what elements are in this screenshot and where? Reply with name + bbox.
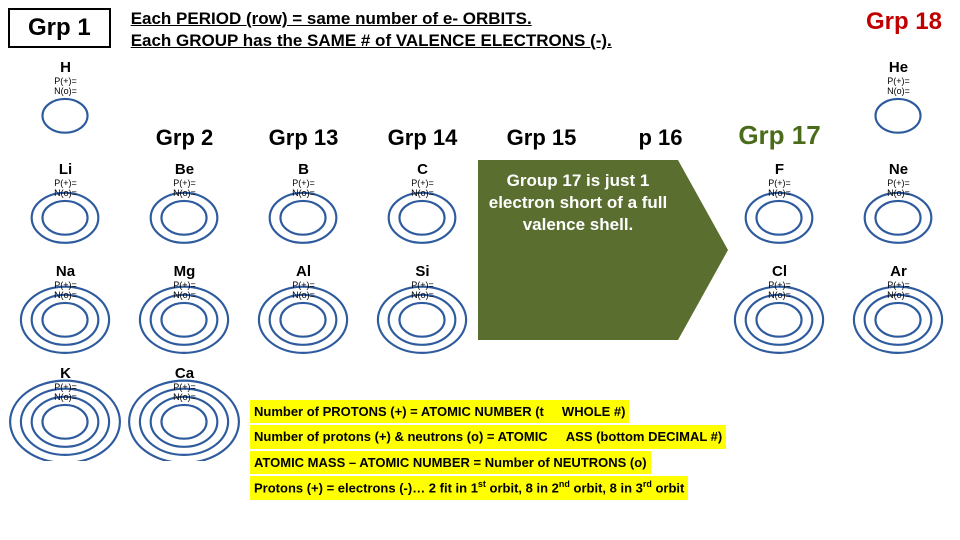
element-pn: P(+)=N(o)=	[411, 281, 434, 301]
element-symbol: Li	[59, 161, 72, 178]
grid-cell: Grp 13	[246, 56, 361, 156]
element-pn: P(+)=N(o)=	[173, 383, 196, 403]
grid-cell: ArP(+)=N(o)=	[841, 260, 956, 360]
header-line2: Each GROUP has the SAME # of VALENCE ELE…	[131, 31, 612, 50]
group-label: Grp 15	[507, 125, 577, 151]
callout-arrow	[678, 160, 728, 340]
element-symbol: Cl	[772, 263, 787, 280]
element-symbol: H	[60, 59, 71, 76]
element-symbol: Si	[415, 263, 429, 280]
element-pn: P(+)=N(o)=	[768, 281, 791, 301]
header-text: Each PERIOD (row) = same number of e- OR…	[131, 8, 846, 52]
element-pn: P(+)=N(o)=	[173, 179, 196, 199]
element-symbol: He	[889, 59, 908, 76]
grid-cell: HP(+)=N(o)=	[8, 56, 123, 156]
element-symbol: Be	[175, 161, 194, 178]
element-pn: P(+)=N(o)=	[411, 179, 434, 199]
grid-cell: BeP(+)=N(o)=	[127, 158, 242, 258]
grp1-label: Grp 1	[8, 8, 111, 48]
element-pn: P(+)=N(o)=	[54, 179, 77, 199]
element-symbol: Al	[296, 263, 311, 280]
header-row: Grp 1 Each PERIOD (row) = same number of…	[8, 8, 952, 52]
element-symbol: Ar	[890, 263, 907, 280]
grid-cell: Grp 14	[365, 56, 480, 156]
grid-cell: ClP(+)=N(o)=	[722, 260, 837, 360]
element-symbol: Ca	[175, 365, 194, 382]
element-symbol: B	[298, 161, 309, 178]
grid-cell: LiP(+)=N(o)=	[8, 158, 123, 258]
element-pn: P(+)=N(o)=	[292, 179, 315, 199]
header-line1: Each PERIOD (row) = same number of e- OR…	[131, 9, 532, 28]
grid-cell: p 16	[603, 56, 718, 156]
grid-cell: NaP(+)=N(o)=	[8, 260, 123, 360]
element-pn: P(+)=N(o)=	[887, 77, 910, 97]
group-label: p 16	[638, 125, 682, 151]
grp18-label: Grp 18	[866, 8, 942, 36]
element-pn: P(+)=N(o)=	[768, 179, 791, 199]
grid-cell: CP(+)=N(o)=	[365, 158, 480, 258]
grid-cell: FP(+)=N(o)=	[722, 158, 837, 258]
grid-cell: CaP(+)=N(o)=	[127, 362, 242, 462]
bottom-notes: Number of PROTONS (+) = ATOMIC NUMBER (t…	[250, 400, 950, 502]
grid-cell: Grp 15	[484, 56, 599, 156]
element-symbol: F	[775, 161, 784, 178]
element-pn: P(+)=N(o)=	[173, 281, 196, 301]
callout-box: Group 17 is just 1 electron short of a f…	[478, 160, 678, 340]
note-3: ATOMIC MASS – ATOMIC NUMBER = Number of …	[250, 451, 651, 474]
grid-cell: AlP(+)=N(o)=	[246, 260, 361, 360]
element-pn: P(+)=N(o)=	[54, 77, 77, 97]
note-4: Protons (+) = electrons (-)… 2 fit in 1s…	[250, 476, 688, 500]
grid-cell: NeP(+)=N(o)=	[841, 158, 956, 258]
element-symbol: Mg	[174, 263, 196, 280]
element-pn: P(+)=N(o)=	[54, 281, 77, 301]
note-2: Number of protons (+) & neutrons (o) = A…	[250, 425, 726, 448]
element-pn: P(+)=N(o)=	[887, 281, 910, 301]
group-label: Grp 14	[388, 125, 458, 151]
group-label: Grp 2	[156, 125, 213, 151]
group-label: Grp 13	[269, 125, 339, 151]
element-symbol: Na	[56, 263, 75, 280]
grid-cell: MgP(+)=N(o)=	[127, 260, 242, 360]
grid-cell: HeP(+)=N(o)=	[841, 56, 956, 156]
grid-cell: Grp 2	[127, 56, 242, 156]
element-symbol: Ne	[889, 161, 908, 178]
grid-cell: BP(+)=N(o)=	[246, 158, 361, 258]
element-symbol: C	[417, 161, 428, 178]
element-pn: P(+)=N(o)=	[292, 281, 315, 301]
note-1: Number of PROTONS (+) = ATOMIC NUMBER (t…	[250, 400, 629, 423]
element-symbol: K	[60, 365, 71, 382]
grid-cell: Grp 17	[722, 56, 837, 156]
grid-cell: SiP(+)=N(o)=	[365, 260, 480, 360]
element-pn: P(+)=N(o)=	[887, 179, 910, 199]
element-pn: P(+)=N(o)=	[54, 383, 77, 403]
group-label: Grp 17	[738, 120, 820, 151]
grid-cell: KP(+)=N(o)=	[8, 362, 123, 462]
